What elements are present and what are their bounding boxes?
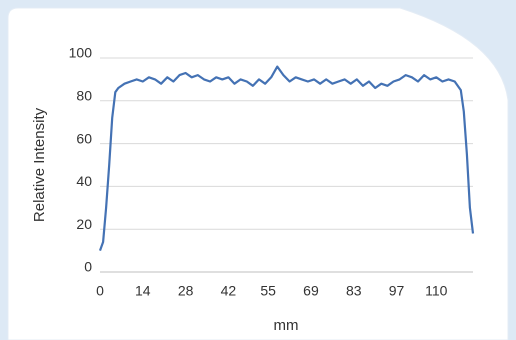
x-tick-label: 97 xyxy=(389,283,405,299)
x-axis-label: mm xyxy=(274,317,299,334)
y-tick-label: 0 xyxy=(84,259,92,275)
y-tick-label: 80 xyxy=(76,88,92,104)
y-tick-label: 40 xyxy=(76,173,92,189)
x-tick-label: 42 xyxy=(221,283,237,299)
x-tick-label: 28 xyxy=(178,283,194,299)
x-tick-label: 110 xyxy=(425,283,448,299)
y-axis-label: Relative Intensity xyxy=(31,107,48,222)
x-tick-label: 0 xyxy=(96,283,104,299)
y-tick-label: 20 xyxy=(76,216,92,232)
x-tick-label: 14 xyxy=(135,283,151,299)
y-tick-label: 100 xyxy=(69,45,93,61)
card xyxy=(7,7,509,340)
x-tick-label: 69 xyxy=(303,283,319,299)
y-tick-label: 60 xyxy=(76,130,92,146)
x-tick-label: 55 xyxy=(260,283,276,299)
data-line xyxy=(98,65,475,251)
x-tick-label: 83 xyxy=(346,283,362,299)
